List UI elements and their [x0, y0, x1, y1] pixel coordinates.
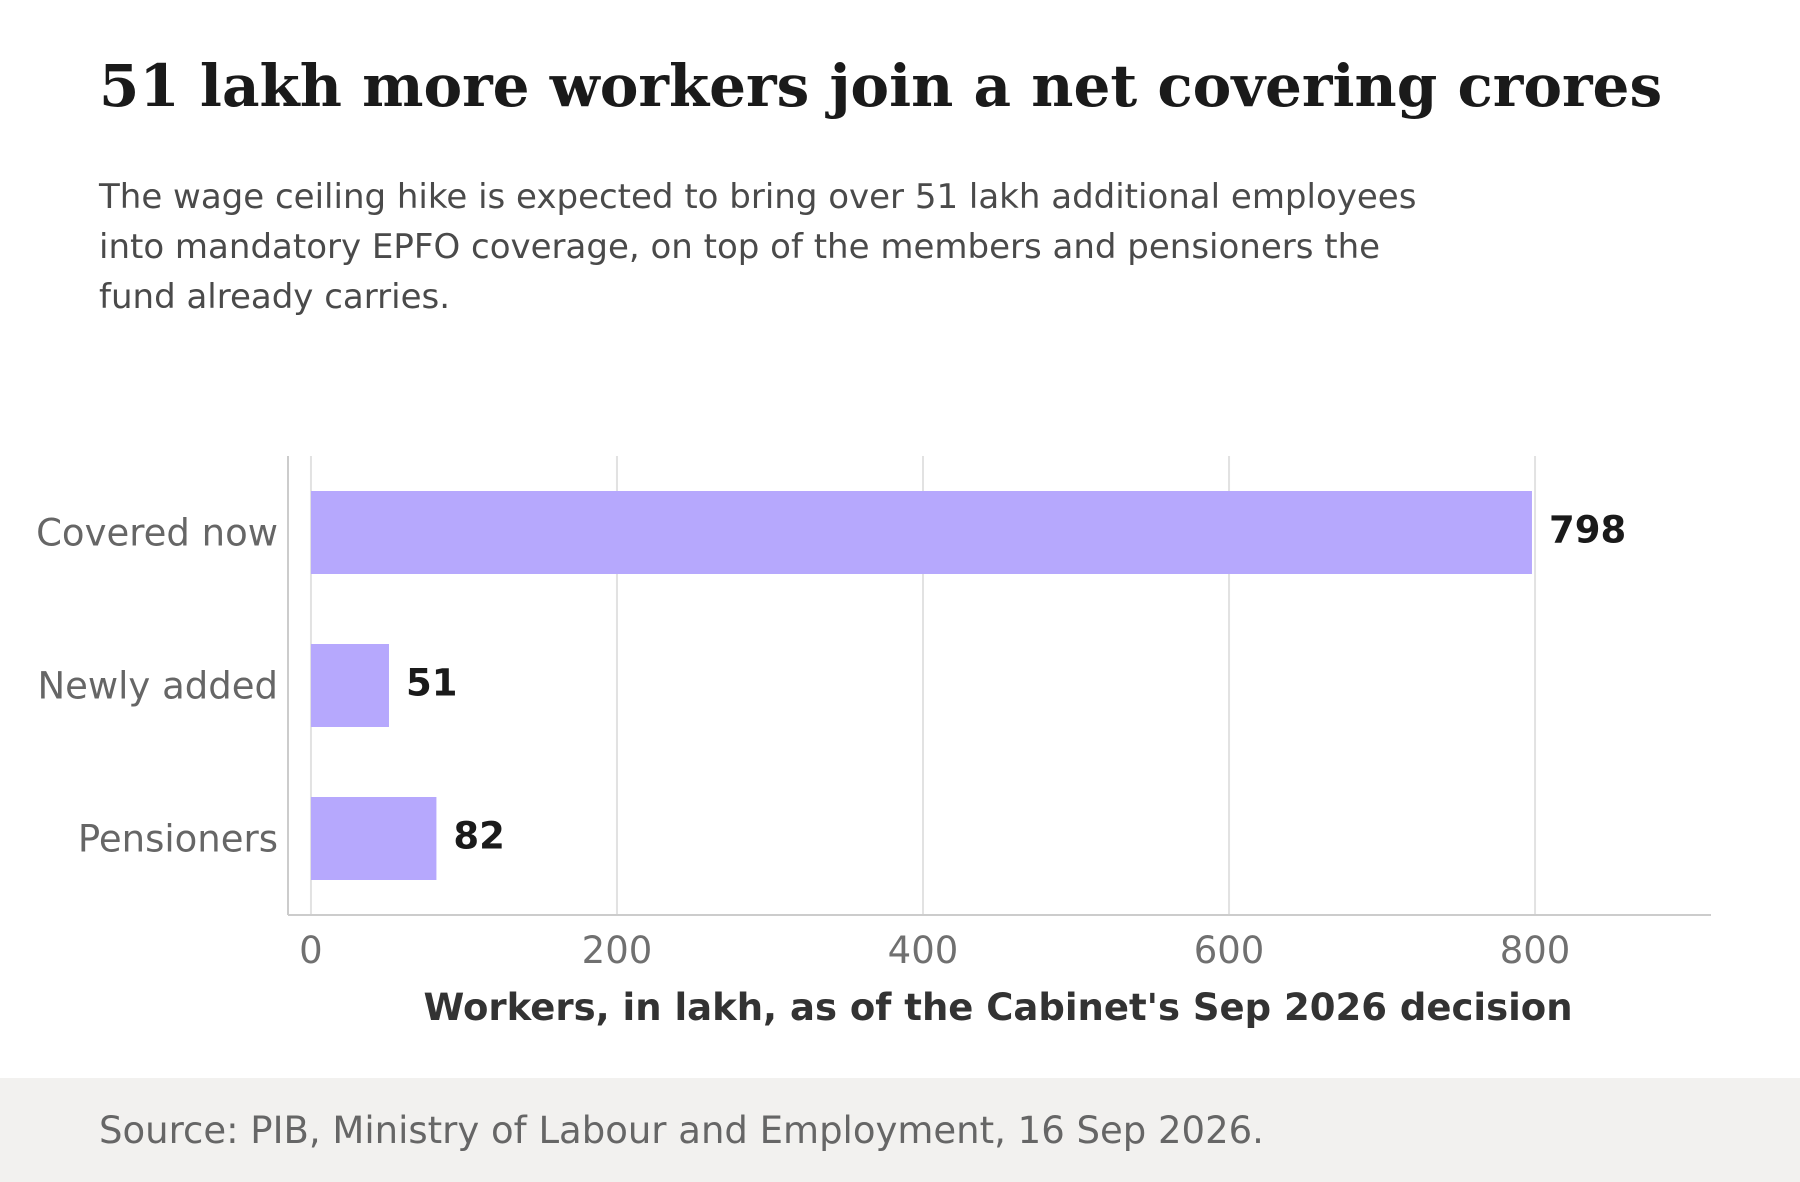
bar-chart: 0 200 400 600 800 Covered now 798 Newly added 51… [36, 456, 1711, 1029]
value-label: 798 [1549, 509, 1626, 552]
category-label: Pensioners [78, 818, 278, 861]
chart-title: 51 lakh more workers join a net covering… [99, 52, 1663, 120]
x-tick-label: 0 [299, 929, 323, 972]
axes [287, 456, 1711, 916]
bar-newly-added [310, 644, 389, 727]
category-label: Covered now [36, 512, 278, 555]
value-label: 51 [406, 662, 458, 705]
x-axis-label: Workers, in lakh, as of the Cabinet's Se… [423, 986, 1572, 1029]
bars [310, 491, 1532, 880]
x-tick-label: 200 [582, 929, 653, 972]
category-label: Newly added [37, 665, 278, 708]
value-label: 82 [453, 815, 505, 858]
labels: 0 200 400 600 800 Covered now 798 Newly added 51… [36, 509, 1626, 973]
chart-subtitle: The wage ceiling hike is expected to bri… [99, 177, 1417, 317]
bar-pensioners [310, 797, 437, 880]
source-note: Source: PIB, Ministry of Labour and Empl… [99, 1109, 1264, 1152]
x-tick-label: 800 [1500, 929, 1571, 972]
x-tick-label: 600 [1194, 929, 1265, 972]
x-tick-label: 400 [888, 929, 959, 972]
footer: Source: PIB, Ministry of Labour and Empl… [0, 1078, 1800, 1182]
bar-covered-now [310, 491, 1532, 574]
